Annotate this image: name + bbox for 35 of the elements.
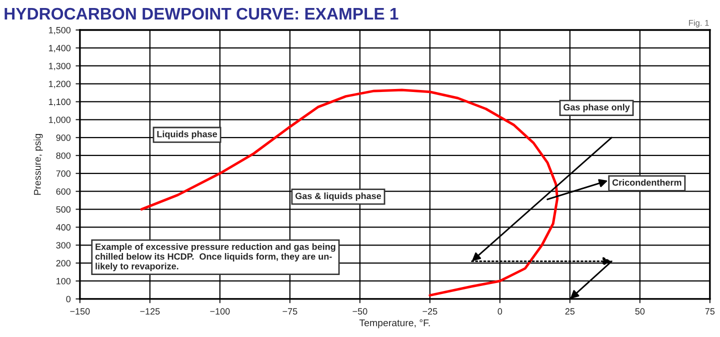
y-tick-label: 500 — [56, 206, 71, 213]
y-tick-label: 200 — [56, 260, 71, 266]
x-tick-label: 25 — [565, 308, 575, 315]
y-tick-label: 100 — [56, 278, 71, 284]
y-tick-label: 1,300 — [48, 62, 71, 70]
y-tick-label: 1,400 — [48, 44, 71, 52]
x-tick-label: 0 — [498, 308, 502, 315]
annotation: Cricondentherm — [612, 179, 682, 186]
x-tick-label: −125 — [140, 308, 160, 315]
y-tick-label: 1,100 — [48, 98, 71, 106]
y-tick-label: 600 — [56, 188, 71, 195]
x-tick-label: −100 — [210, 308, 230, 315]
caption: Fig. 1 — [689, 20, 709, 28]
y-tick-label: 1,000 — [48, 116, 71, 124]
x-axis-title: Temperature, °F. — [359, 319, 430, 328]
y-tick-label: 700 — [56, 170, 71, 177]
annotation: Gas & liquids phase — [295, 192, 382, 201]
y-axis-title: Pressure, psig — [34, 134, 43, 195]
chart-title: HYDROCARBON DEWPOINT CURVE: EXAMPLE 1 — [4, 8, 398, 20]
y-tick-label: 900 — [56, 134, 71, 141]
annotation: Liquids phase — [157, 130, 218, 140]
annotation: Example of excessive pressure reduction and gas being chilled below its HCDP. Once liquids form, they are un- likely to revaporize. — [95, 243, 336, 272]
annotation: Gas phase only — [564, 104, 630, 112]
y-tick-label: 400 — [56, 224, 71, 231]
y-tick-label: 1,200 — [48, 80, 71, 88]
x-tick-label: −50 — [352, 308, 368, 315]
x-tick-label: 50 — [635, 308, 645, 315]
x-tick-label: −150 — [70, 308, 90, 315]
y-tick-label: 0 — [66, 296, 71, 302]
y-tick-label: 1,500 — [48, 26, 71, 34]
x-tick-label: −75 — [282, 308, 298, 315]
x-tick-label: 75 — [705, 308, 715, 315]
x-tick-label: −25 — [422, 308, 438, 315]
y-tick-label: 300 — [56, 242, 71, 248]
y-tick-label: 800 — [56, 152, 71, 159]
